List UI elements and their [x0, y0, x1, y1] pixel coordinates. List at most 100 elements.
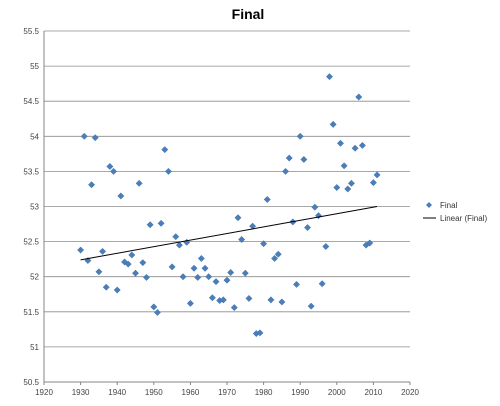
data-point [282, 167, 290, 175]
legend-label-final: Final [440, 201, 458, 210]
data-point [351, 144, 359, 152]
y-tick-label: 53 [30, 203, 39, 212]
y-tick-label: 54 [30, 132, 39, 141]
y-tick-label: 51 [30, 343, 39, 352]
data-point [245, 294, 253, 302]
data-point [318, 280, 326, 288]
data-point [128, 251, 136, 259]
x-tick-label: 2010 [365, 388, 383, 397]
data-point [263, 195, 271, 203]
x-tick-label: 2020 [401, 388, 419, 397]
data-point [117, 192, 125, 200]
data-point [157, 219, 165, 227]
data-point [172, 233, 180, 241]
y-tick-label: 50.5 [23, 378, 39, 387]
y-tick-label: 51.5 [23, 308, 39, 317]
x-tick-label: 2000 [328, 388, 346, 397]
data-point [238, 236, 246, 243]
data-point [223, 276, 231, 284]
x-tick-label: 1980 [255, 388, 273, 397]
y-tick-label: 53.5 [23, 167, 39, 176]
data-point [260, 240, 268, 248]
plot-series [77, 73, 381, 338]
data-point [88, 181, 96, 189]
y-tick-label: 54.5 [23, 97, 39, 106]
data-point [161, 146, 169, 154]
x-tick-label: 1950 [145, 388, 163, 397]
x-tick-label: 1930 [72, 388, 90, 397]
data-point [336, 139, 344, 147]
data-point [186, 299, 194, 307]
legend: Final Linear (Final) [423, 201, 487, 223]
x-tick-label: 1970 [218, 388, 236, 397]
data-point [208, 294, 216, 302]
data-point [164, 167, 172, 175]
data-point [329, 120, 337, 128]
data-point [340, 162, 348, 170]
data-point [168, 263, 176, 271]
x-tick-label: 1920 [35, 388, 53, 397]
data-point [219, 296, 227, 304]
data-point [124, 260, 132, 268]
data-point [80, 132, 88, 140]
x-tick-label: 1960 [182, 388, 200, 397]
data-point [77, 246, 85, 254]
data-point [194, 273, 202, 281]
x-tick-label: 1990 [291, 388, 309, 397]
data-point [102, 283, 110, 291]
x-tick-labels: 1920 1930 1940 1950 1960 1970 1980 1990 2000 2010… [35, 388, 419, 397]
data-point [234, 214, 242, 222]
data-point [106, 163, 114, 170]
data-point [201, 264, 209, 272]
trendline [80, 206, 378, 261]
data-point [296, 132, 304, 140]
data-point [304, 224, 312, 232]
data-point [322, 243, 330, 250]
data-point [121, 258, 129, 266]
gridlines [44, 30, 410, 348]
data-point [358, 141, 366, 149]
data-point [205, 273, 213, 281]
data-point [355, 93, 363, 101]
data-point [366, 239, 374, 247]
data-point [227, 269, 235, 276]
data-point [139, 259, 147, 267]
data-point [212, 278, 220, 286]
data-point [271, 254, 279, 262]
data-point [333, 184, 341, 192]
data-point [146, 221, 154, 229]
y-tick-labels: 50.5 51 51.5 52 52.5 53 53.5 54 54.5 55 55.5 [23, 27, 39, 387]
data-point [197, 254, 205, 262]
data-point [142, 273, 150, 281]
data-point [150, 303, 158, 311]
data-point [311, 203, 319, 211]
data-point [293, 280, 301, 288]
legend-label-linear: Linear (Final) [440, 214, 487, 223]
data-point [91, 134, 99, 142]
data-point [256, 329, 264, 337]
legend-marker-final [426, 202, 432, 208]
data-point [132, 269, 139, 277]
data-point [241, 269, 249, 277]
data-point [369, 179, 377, 187]
data-point [344, 185, 352, 193]
data-point [135, 179, 143, 187]
data-point [325, 73, 333, 81]
data-point [347, 179, 355, 187]
axes [43, 31, 411, 385]
data-point [110, 167, 118, 175]
data-point [153, 309, 161, 316]
data-point [179, 273, 187, 281]
data-point [175, 241, 183, 249]
data-point [274, 250, 282, 258]
data-point [373, 171, 381, 179]
data-point [190, 264, 198, 272]
data-point [300, 155, 308, 163]
data-point [267, 296, 275, 304]
data-point [307, 302, 315, 310]
data-point [278, 298, 286, 306]
data-point [285, 154, 293, 162]
